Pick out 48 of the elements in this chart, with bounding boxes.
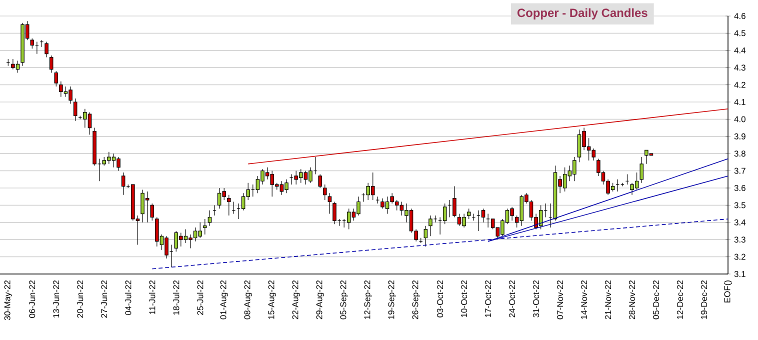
x-tick-label: 01-Aug-22 — [220, 280, 228, 320]
y-tick-label: 4.3 — [734, 64, 746, 71]
y-tick-label: 3.1 — [734, 271, 746, 277]
x-tick-label: 31-Oct-22 — [533, 280, 540, 318]
y-tick-label: 4.1 — [734, 99, 746, 105]
x-tick-label: 12-Dec-22 — [677, 280, 684, 319]
x-tick-label: 30-May-22 — [4, 280, 12, 320]
x-tick-label: 06-Jun-22 — [29, 280, 36, 318]
y-tick-label: 3.3 — [734, 236, 746, 243]
x-tick-label: 05-Dec-22 — [653, 280, 660, 320]
x-tick-label: 15-Aug-22 — [268, 280, 276, 319]
x-tick-label: 11-Jul-22 — [149, 280, 156, 314]
x-tick-label: 05-Sep-22 — [340, 280, 348, 320]
x-tick-label: 14-Nov-22 — [581, 280, 588, 319]
y-tick-label: 3.5 — [734, 202, 746, 208]
x-tick-label: 26-Sep-22 — [412, 280, 420, 320]
x-tick-label: 08-Aug-22 — [244, 280, 252, 320]
x-tick-label: EOF() — [724, 280, 732, 302]
x-tick-label: 20-Jun-22 — [77, 280, 84, 318]
y-tick-label: 4.2 — [734, 82, 746, 88]
x-tick-label: 17-Oct-22 — [485, 280, 492, 318]
x-tick-label: 10-Oct-22 — [461, 280, 468, 318]
x-tick-label: 24-Oct-22 — [509, 280, 516, 318]
y-tick-label: 4.5 — [734, 30, 746, 36]
y-tick-label: 3.7 — [734, 168, 746, 174]
x-tick-label: 12-Sep-22 — [364, 280, 372, 319]
x-tick-label: 04-Jul-22 — [125, 280, 132, 315]
x-tick-label: 13-Jun-22 — [53, 280, 60, 318]
x-tick-label: 27-Jun-22 — [101, 280, 108, 318]
x-tick-label: 21-Nov-22 — [605, 280, 612, 320]
x-tick-label: 18-Jul-22 — [173, 280, 180, 315]
x-tick-label: 19-Sep-22 — [388, 280, 396, 319]
y-tick-label: 3.4 — [734, 219, 746, 226]
y-tick-label: 4.4 — [734, 47, 746, 54]
x-tick-label: 07-Nov-22 — [557, 280, 564, 320]
y-tick-label: 3.9 — [734, 133, 746, 140]
y-tick-label: 4.0 — [734, 116, 746, 122]
y-tick-label: 3.8 — [734, 150, 746, 157]
x-tick-label: 29-Aug-22 — [316, 280, 324, 320]
x-tick-label: 28-Nov-22 — [629, 280, 636, 320]
x-tick-label: 25-Jul-22 — [197, 280, 204, 315]
x-tick-label: 19-Dec-22 — [701, 280, 708, 319]
chart-title: Copper - Daily Candles — [517, 8, 648, 20]
y-tick-label: 3.6 — [734, 185, 746, 191]
y-tick-label: 3.2 — [734, 254, 746, 260]
x-tick-label: 03-Oct-22 — [437, 280, 444, 318]
y-tick-label: 4.6 — [734, 13, 746, 19]
x-tick-label: 22-Aug-22 — [292, 280, 300, 320]
